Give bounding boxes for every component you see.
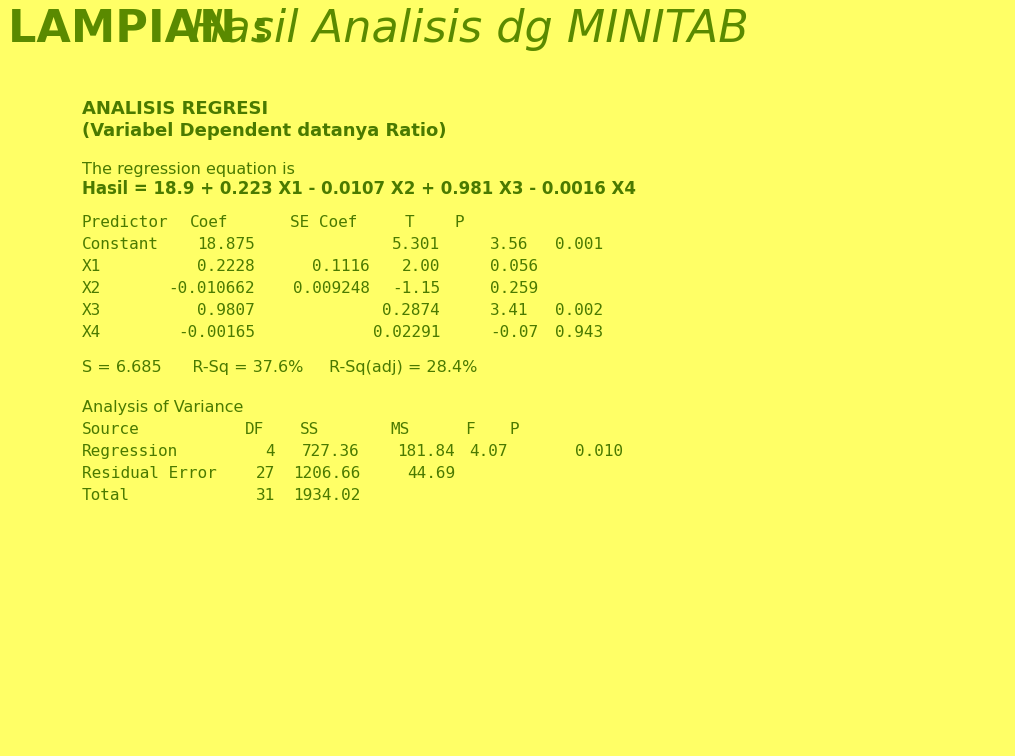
Text: X2: X2 [82, 281, 102, 296]
Text: MS: MS [390, 422, 409, 437]
Text: -0.07: -0.07 [490, 325, 538, 340]
Text: 3.41: 3.41 [490, 303, 529, 318]
Text: -0.00165: -0.00165 [178, 325, 255, 340]
Text: 2.00: 2.00 [402, 259, 439, 274]
Text: Constant: Constant [82, 237, 159, 252]
Text: (Variabel Dependent datanya Ratio): (Variabel Dependent datanya Ratio) [82, 122, 447, 140]
Text: F: F [465, 422, 475, 437]
Text: Hasil Analisis dg MINITAB: Hasil Analisis dg MINITAB [190, 8, 749, 51]
Text: X3: X3 [82, 303, 102, 318]
Text: The regression equation is: The regression equation is [82, 162, 295, 177]
Text: Coef: Coef [190, 215, 228, 230]
Text: 0.259: 0.259 [490, 281, 538, 296]
Text: 31: 31 [256, 488, 275, 503]
Text: T: T [405, 215, 414, 230]
Text: Total: Total [82, 488, 130, 503]
Text: 4.07: 4.07 [470, 444, 508, 459]
Text: 0.1116: 0.1116 [313, 259, 370, 274]
Text: P: P [510, 422, 520, 437]
Text: 18.875: 18.875 [197, 237, 255, 252]
Text: SS: SS [300, 422, 320, 437]
Text: X4: X4 [82, 325, 102, 340]
Text: ANALISIS REGRESI: ANALISIS REGRESI [82, 100, 268, 118]
Text: 0.9807: 0.9807 [197, 303, 255, 318]
Text: Residual Error: Residual Error [82, 466, 217, 481]
Text: 0.02291: 0.02291 [373, 325, 439, 340]
Text: 4: 4 [265, 444, 275, 459]
Text: Predictor: Predictor [82, 215, 168, 230]
Text: Analysis of Variance: Analysis of Variance [82, 400, 244, 415]
Text: P: P [455, 215, 465, 230]
Text: -1.15: -1.15 [392, 281, 439, 296]
Text: Hasil = 18.9 + 0.223 X1 - 0.0107 X2 + 0.981 X3 - 0.0016 X4: Hasil = 18.9 + 0.223 X1 - 0.0107 X2 + 0.… [82, 180, 636, 198]
Text: 181.84: 181.84 [397, 444, 455, 459]
Text: 0.001: 0.001 [555, 237, 603, 252]
Text: 27: 27 [256, 466, 275, 481]
Text: 1934.02: 1934.02 [292, 488, 360, 503]
Text: 0.056: 0.056 [490, 259, 538, 274]
Text: -0.010662: -0.010662 [168, 281, 255, 296]
Text: 0.2228: 0.2228 [197, 259, 255, 274]
Text: Regression: Regression [82, 444, 179, 459]
Text: LAMPIAN :: LAMPIAN : [8, 8, 285, 51]
Text: 727.36: 727.36 [302, 444, 360, 459]
Text: 0.2874: 0.2874 [383, 303, 439, 318]
Text: 0.010: 0.010 [576, 444, 623, 459]
Text: 0.002: 0.002 [555, 303, 603, 318]
Text: S = 6.685      R-Sq = 37.6%     R-Sq(adj) = 28.4%: S = 6.685 R-Sq = 37.6% R-Sq(adj) = 28.4% [82, 360, 477, 375]
Text: 5.301: 5.301 [392, 237, 439, 252]
Text: X1: X1 [82, 259, 102, 274]
Text: DF: DF [245, 422, 264, 437]
Text: 44.69: 44.69 [407, 466, 455, 481]
Text: 3.56: 3.56 [490, 237, 529, 252]
Text: 0.009248: 0.009248 [293, 281, 370, 296]
Text: 0.943: 0.943 [555, 325, 603, 340]
Text: 1206.66: 1206.66 [292, 466, 360, 481]
Text: SE Coef: SE Coef [290, 215, 357, 230]
Text: Source: Source [82, 422, 140, 437]
